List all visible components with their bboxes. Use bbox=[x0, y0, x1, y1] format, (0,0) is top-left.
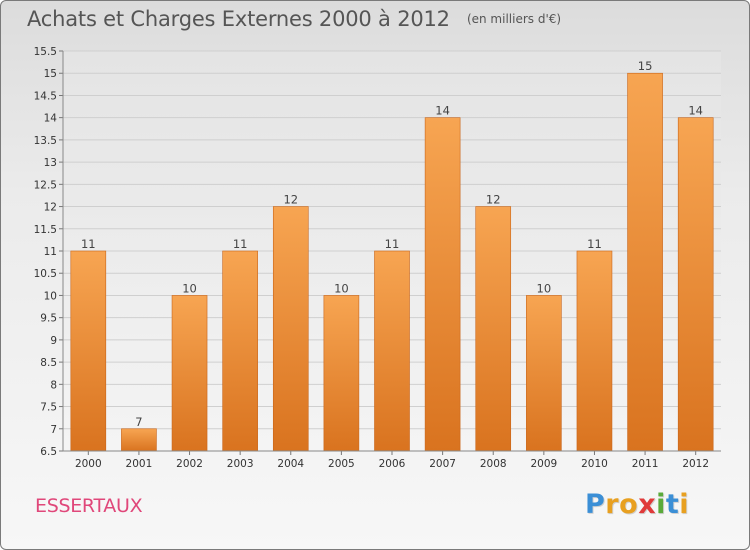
bar-value-label: 10 bbox=[334, 281, 349, 295]
y-tick-label: 13.5 bbox=[34, 135, 57, 147]
x-tick-label: 2006 bbox=[379, 458, 406, 470]
bar bbox=[475, 206, 512, 452]
y-tick-label: 8 bbox=[50, 379, 57, 391]
x-tick-label: 2009 bbox=[530, 458, 557, 470]
x-tick-label: 2010 bbox=[581, 458, 608, 470]
chart-subtitle: (en milliers d'€) bbox=[466, 12, 562, 26]
bar bbox=[424, 117, 461, 452]
bar bbox=[272, 206, 309, 452]
bar bbox=[627, 72, 663, 452]
bar-value-label: 10 bbox=[182, 281, 197, 295]
y-tick-label: 12.5 bbox=[34, 179, 57, 191]
y-tick-label: 7.5 bbox=[40, 402, 57, 414]
x-tick-label: 2004 bbox=[277, 458, 304, 470]
x-tick-label: 2003 bbox=[227, 458, 254, 470]
bar bbox=[121, 428, 157, 452]
y-tick-label: 9 bbox=[50, 335, 57, 347]
bar-value-label: 14 bbox=[435, 104, 450, 118]
bar-value-label: 7 bbox=[135, 415, 142, 429]
y-tick-label: 10 bbox=[44, 290, 57, 302]
y-tick-label: 13 bbox=[44, 157, 57, 169]
bar bbox=[70, 250, 107, 452]
bar-value-label: 12 bbox=[283, 193, 298, 207]
y-tick-label: 15 bbox=[44, 68, 57, 80]
title-row: Achats et Charges Externes 2000 à 2012 (… bbox=[27, 7, 561, 31]
y-tick-label: 14.5 bbox=[34, 90, 57, 102]
bar-value-label: 11 bbox=[385, 237, 400, 251]
x-tick-label: 2012 bbox=[682, 458, 709, 470]
y-tick-label: 11 bbox=[44, 246, 57, 258]
proxiti-logo[interactable]: Proxiti bbox=[585, 489, 689, 520]
bar bbox=[526, 295, 562, 452]
logo-letter: i bbox=[656, 489, 666, 520]
logo-letter: i bbox=[679, 489, 690, 520]
bar-value-label: 15 bbox=[638, 59, 653, 73]
y-tick-label: 9.5 bbox=[40, 313, 57, 325]
y-tick-label: 11.5 bbox=[34, 224, 57, 236]
y-tick-label: 12 bbox=[44, 202, 57, 214]
bar bbox=[576, 250, 613, 452]
y-tick-label: 6.5 bbox=[40, 446, 57, 458]
logo-letter: r bbox=[605, 489, 620, 520]
logo-letter: o bbox=[619, 489, 639, 520]
chart-title: Achats et Charges Externes 2000 à 2012 bbox=[27, 7, 450, 31]
bar-value-label: 11 bbox=[587, 237, 602, 251]
y-tick-label: 8.5 bbox=[40, 357, 57, 369]
logo-letter: t bbox=[665, 489, 680, 520]
bar bbox=[323, 295, 360, 452]
y-tick-label: 14 bbox=[44, 113, 58, 125]
x-tick-label: 2007 bbox=[429, 458, 456, 470]
bar bbox=[222, 250, 258, 452]
bar bbox=[677, 117, 714, 452]
logo-letter: x bbox=[638, 489, 657, 520]
bar-value-label: 11 bbox=[233, 237, 248, 251]
x-tick-label: 2005 bbox=[328, 458, 355, 470]
x-tick-label: 2001 bbox=[126, 458, 153, 470]
y-tick-label: 7 bbox=[50, 424, 57, 436]
x-tick-label: 2002 bbox=[176, 458, 203, 470]
logo-letter: P bbox=[585, 489, 606, 520]
bar bbox=[171, 295, 208, 452]
bar-value-label: 10 bbox=[537, 281, 552, 295]
x-tick-label: 2008 bbox=[480, 458, 507, 470]
y-tick-label: 10.5 bbox=[34, 268, 57, 280]
bar-value-label: 11 bbox=[81, 237, 96, 251]
bar bbox=[374, 250, 410, 452]
commune-name: ESSERTAUX bbox=[35, 495, 143, 517]
x-tick-label: 2000 bbox=[75, 458, 102, 470]
x-tick-label: 2011 bbox=[632, 458, 659, 470]
y-tick-label: 15.5 bbox=[34, 46, 57, 58]
bar-value-label: 12 bbox=[486, 193, 501, 207]
bar-value-label: 14 bbox=[688, 104, 703, 118]
